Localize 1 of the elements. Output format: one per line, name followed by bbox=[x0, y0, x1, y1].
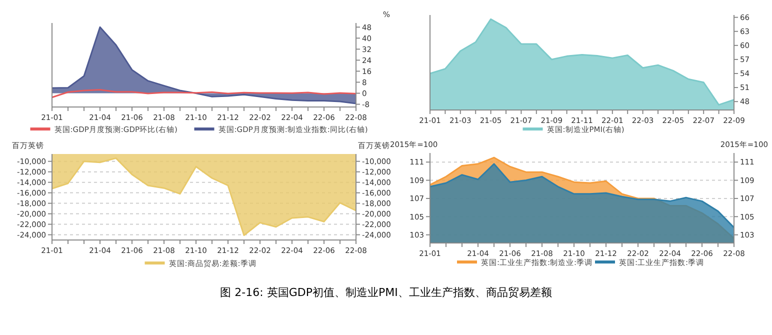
caption: 图 2-16: 英国GDP初值、制造业PMI、工业生产指数、商品贸易差额 bbox=[220, 286, 552, 299]
